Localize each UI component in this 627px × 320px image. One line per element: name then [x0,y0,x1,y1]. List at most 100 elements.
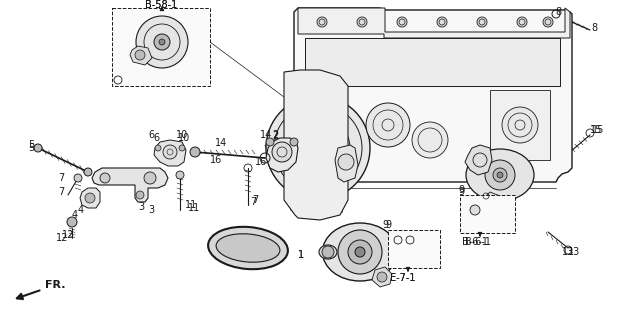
Circle shape [100,173,110,183]
Circle shape [84,168,92,176]
Circle shape [155,145,161,151]
Circle shape [437,17,447,27]
Text: 4: 4 [72,210,78,220]
Text: 6: 6 [153,133,159,143]
Circle shape [290,72,346,128]
Text: 12: 12 [62,230,75,240]
Circle shape [272,142,292,162]
Text: 16: 16 [210,155,222,165]
Circle shape [154,34,170,50]
Circle shape [497,172,503,178]
Text: 15: 15 [590,125,603,135]
Text: 10: 10 [178,133,190,143]
Polygon shape [284,70,348,220]
Text: 7: 7 [252,195,258,205]
Text: 9: 9 [385,220,391,230]
Circle shape [144,172,156,184]
Text: B-6-1: B-6-1 [465,237,491,247]
Text: 8: 8 [591,23,597,33]
Circle shape [74,174,82,182]
Circle shape [338,230,382,274]
Text: 1: 1 [298,250,304,260]
Text: 13: 13 [562,247,574,257]
Text: 14: 14 [260,130,272,140]
Text: 2: 2 [272,130,278,140]
Circle shape [290,138,298,146]
Bar [305,38,560,86]
Polygon shape [80,188,100,208]
Text: 3: 3 [148,205,154,215]
Circle shape [179,145,185,151]
Text: 4: 4 [78,205,84,215]
Ellipse shape [216,234,280,262]
Circle shape [412,122,448,158]
Ellipse shape [208,227,288,269]
Circle shape [355,247,365,257]
Polygon shape [294,8,572,182]
Circle shape [493,168,507,182]
Circle shape [470,205,480,215]
Circle shape [310,140,326,156]
Circle shape [485,160,515,190]
Text: 16: 16 [255,157,267,167]
Circle shape [34,144,42,152]
Text: E-7-1: E-7-1 [390,273,416,283]
Circle shape [317,17,327,27]
Circle shape [338,154,354,170]
Circle shape [163,145,177,159]
Circle shape [473,153,487,167]
Polygon shape [465,145,492,175]
Circle shape [67,217,77,227]
Circle shape [314,96,322,104]
Circle shape [543,17,553,27]
Polygon shape [154,140,186,166]
Polygon shape [130,46,152,65]
Text: 14: 14 [215,138,227,148]
Polygon shape [372,267,392,287]
Circle shape [397,17,407,27]
Polygon shape [298,8,570,38]
Text: 9: 9 [458,185,464,195]
Circle shape [85,193,95,203]
Text: FR.: FR. [17,280,65,299]
Text: 5: 5 [28,140,34,150]
Text: 1: 1 [298,250,304,260]
Text: 13: 13 [568,247,580,257]
Circle shape [190,147,200,157]
Ellipse shape [466,149,534,201]
Circle shape [517,17,527,27]
Circle shape [266,138,274,146]
Circle shape [322,246,334,258]
Text: 3: 3 [138,202,144,212]
Circle shape [135,50,145,60]
Polygon shape [266,138,298,172]
Text: 5: 5 [28,143,34,153]
Text: 8: 8 [555,7,561,17]
Circle shape [159,39,165,45]
Text: 6: 6 [148,130,154,140]
Polygon shape [335,145,358,182]
Polygon shape [482,192,510,218]
Bar [388,230,440,268]
Text: 12: 12 [56,233,68,243]
Bar [460,195,515,233]
Circle shape [491,203,501,213]
Text: B-6-1: B-6-1 [462,237,488,247]
Ellipse shape [322,223,398,281]
Text: 11: 11 [188,203,200,213]
Text: B-58-1: B-58-1 [145,0,177,10]
Circle shape [502,107,538,143]
Bar [112,8,210,86]
Text: 15: 15 [592,125,604,135]
Circle shape [176,171,184,179]
Text: 9: 9 [382,220,388,230]
Circle shape [477,17,487,27]
Polygon shape [92,168,168,202]
Bar [490,90,550,160]
Text: 7: 7 [58,187,64,197]
Text: 2: 2 [272,131,278,141]
Text: 7: 7 [58,173,64,183]
Text: E-7-1: E-7-1 [390,273,416,283]
Circle shape [357,17,367,27]
Text: 9: 9 [458,187,464,197]
